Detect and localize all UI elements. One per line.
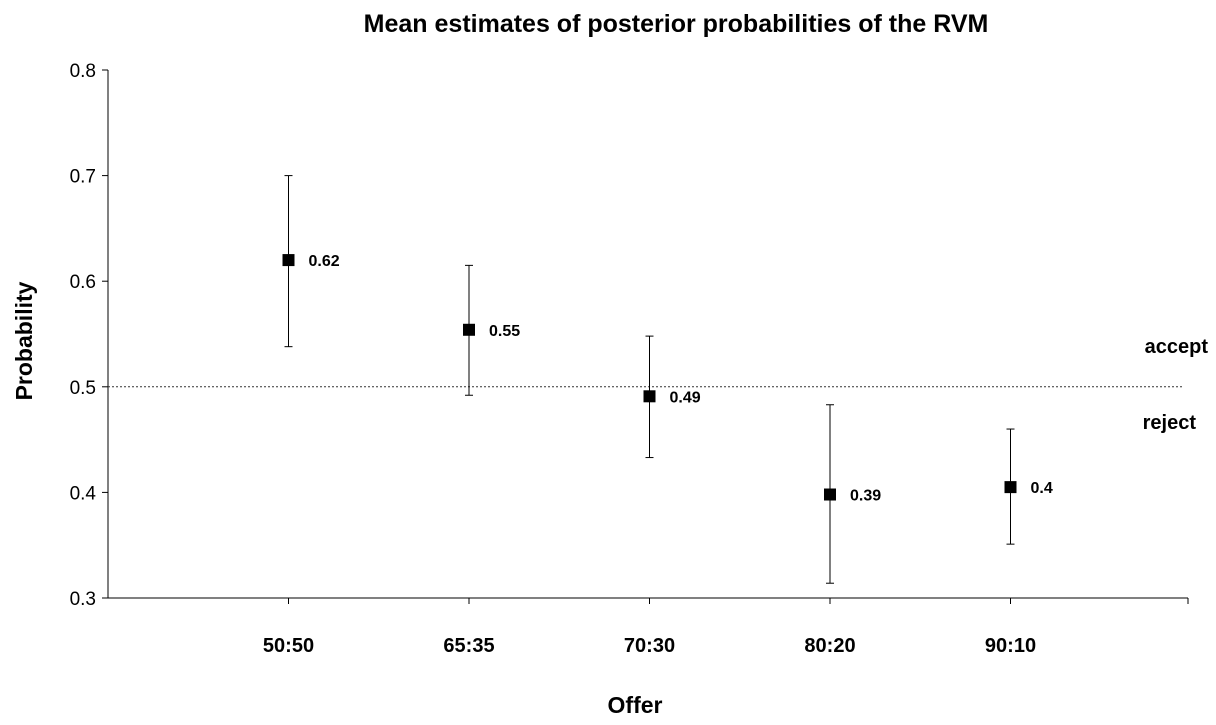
- x-tick-label: 50:50: [263, 635, 314, 657]
- x-tick-label: 65:35: [443, 635, 494, 657]
- data-label: 0.4: [1031, 480, 1053, 497]
- chart-title: Mean estimates of posterior probabilitie…: [364, 10, 989, 38]
- y-axis-title: Probability: [11, 281, 37, 400]
- plot-layer: 0.3 0.4 0.5 0.6 0.7 0.8 50:50 65:35 70:30 80:20 90…: [70, 61, 1209, 657]
- x-tick-label: 90:10: [985, 635, 1036, 657]
- y-tick-label: 0.6: [70, 272, 96, 293]
- data-label: 0.49: [670, 389, 701, 406]
- data-point: [282, 254, 295, 267]
- reject-label: reject: [1143, 412, 1197, 434]
- data-point: [824, 488, 836, 501]
- data-label: 0.39: [850, 488, 881, 505]
- y-tick-label: 0.5: [70, 378, 96, 399]
- y-tick-label: 0.7: [70, 167, 96, 188]
- x-tick-label: 70:30: [624, 635, 675, 657]
- x-axis-title: Offer: [608, 692, 663, 718]
- y-tick-label: 0.3: [70, 589, 96, 610]
- y-tick-label: 0.4: [70, 483, 97, 504]
- data-point: [643, 390, 656, 403]
- accept-label: accept: [1145, 336, 1209, 358]
- data-label: 0.55: [489, 323, 520, 340]
- x-tick-label: 80:20: [804, 635, 855, 657]
- data-point: [463, 323, 475, 336]
- data-label: 0.62: [309, 253, 340, 270]
- data-point: [1004, 481, 1017, 494]
- y-tick-label: 0.8: [70, 61, 96, 82]
